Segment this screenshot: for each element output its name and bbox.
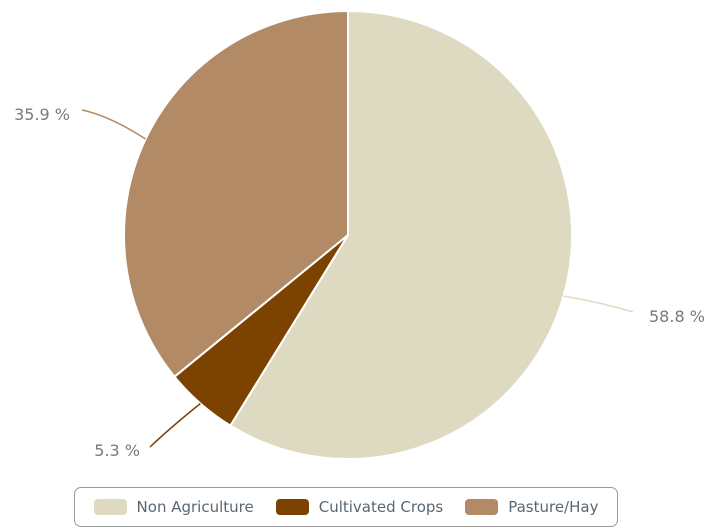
leader-line-cultivated-crops bbox=[149, 402, 201, 448]
pie-slice-pasture-hay[interactable] bbox=[123, 10, 349, 378]
leader-line-pasture-hay bbox=[81, 109, 147, 140]
leader-lines bbox=[81, 109, 634, 448]
slice-labels: 58.8 % 5.3 % 35.9 % bbox=[14, 105, 705, 460]
slice-label-non-agriculture: 58.8 % bbox=[649, 307, 705, 326]
legend-label-cultivated-crops: Cultivated Crops bbox=[318, 498, 444, 516]
legend-item-non-agriculture[interactable]: Non Agriculture bbox=[93, 498, 254, 516]
leader-line-non-agriculture bbox=[563, 295, 634, 313]
slice-label-cultivated-crops: 5.3 % bbox=[94, 441, 140, 460]
legend-swatch-cultivated-crops bbox=[275, 499, 309, 515]
legend-label-pasture-hay: Pasture/Hay bbox=[508, 498, 599, 516]
legend-swatch-pasture-hay bbox=[465, 499, 499, 515]
legend-label-non-agriculture: Non Agriculture bbox=[136, 498, 254, 516]
pie-slice-non-agriculture[interactable] bbox=[229, 10, 573, 460]
pie-slices bbox=[123, 10, 573, 460]
chart-legend: Non Agriculture Cultivated Crops Pasture… bbox=[74, 487, 618, 527]
slice-label-pasture-hay: 35.9 % bbox=[14, 105, 70, 124]
legend-item-pasture-hay[interactable]: Pasture/Hay bbox=[465, 498, 598, 516]
legend-item-cultivated-crops[interactable]: Cultivated Crops bbox=[275, 498, 444, 516]
legend-swatch-non-agriculture bbox=[93, 499, 127, 515]
